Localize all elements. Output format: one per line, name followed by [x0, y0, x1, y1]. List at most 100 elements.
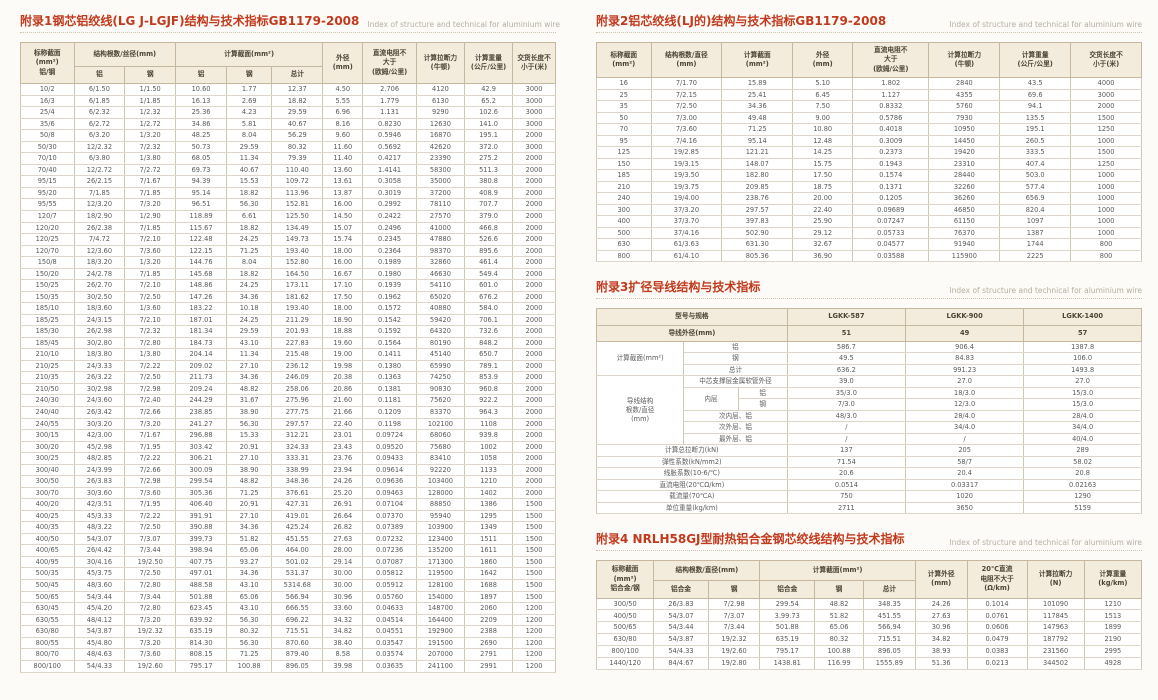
cell: / [786, 432, 906, 446]
table-cell: 33.60 [322, 602, 364, 615]
table-cell: 964.3 [463, 406, 514, 419]
table-cell: 896.05 [863, 645, 916, 658]
cell: 0.03317 [904, 478, 1025, 492]
table-cell: 1000 [1070, 180, 1142, 194]
table-cell: 1000 [1070, 192, 1142, 205]
table-row: 35 7/2.50 34.36 7.50 0.8332 5760 94.1 2000 [596, 100, 1142, 113]
col-weight: 计算重量 (公斤/公里) [463, 41, 514, 85]
table-cell: 61/4.10 [650, 249, 723, 263]
table-row: 800/70 48/4.63 7/3.60 808.15 71.25 879.40 8.58… [20, 648, 556, 661]
table-cell: 23.43 [322, 440, 364, 454]
table-row: 500 37/4.16 502.90 29.12 0.05733 76370 1387 100… [596, 226, 1142, 240]
cell: 27.0 [1023, 375, 1142, 388]
table-cell: 7/3.20 [124, 636, 177, 650]
table-cell: 83410 [415, 452, 465, 465]
table-cell: 0.5692 [362, 140, 417, 154]
table-cell: 238.85 [175, 406, 227, 419]
table-cell: 2840 [928, 77, 1001, 90]
table-cell: 1386 [463, 498, 514, 511]
table-cell: 16870 [415, 129, 465, 142]
table-cell: 210/10 [20, 348, 75, 361]
table-cell: 6/1.85 [73, 94, 126, 108]
cell: 34/4.0 [1023, 421, 1142, 434]
col-calc-steel: 钢 [813, 580, 865, 599]
table-cell: 2000 [512, 382, 556, 396]
table-cell: 7/3.44 [124, 544, 177, 557]
table-cell: 1250 [1070, 123, 1142, 136]
table-cell: 1.4141 [362, 163, 417, 177]
table-cell: 2000 [512, 163, 556, 177]
table-cell: 76370 [928, 226, 1001, 240]
table-cell: 120/70 [20, 244, 75, 258]
table-cell: 54/4.33 [73, 659, 126, 674]
table-cell: 715.51 [271, 625, 324, 638]
table-cell: 1688 [463, 578, 514, 592]
table-cell: 24/2.78 [73, 267, 126, 281]
table-cell: 238.76 [721, 192, 794, 205]
table-cell: 123400 [415, 532, 465, 546]
table-cell: 300/15 [20, 429, 75, 442]
appendix3-table: 型号与规格 LGKK-587 LGKK-900 LGKK-1400 导线外径(m… [595, 308, 1142, 515]
table-cell: 28.00 [322, 544, 364, 557]
table-cell: 960.8 [463, 382, 514, 396]
table-row: 210/10 18/3.80 1/3.80 204.14 11.34 215.48 19.0… [20, 348, 556, 361]
outer-dia-label: 导线外径(mm) [596, 324, 788, 342]
table-cell: 100.88 [225, 659, 273, 674]
table-cell: 6.45 [792, 88, 854, 102]
table-cell: 19.98 [322, 359, 364, 373]
table-cell: 116.99 [813, 656, 865, 670]
table-cell: 43.5 [999, 77, 1072, 90]
table-cell: 630/80 [20, 625, 75, 638]
table-cell: 275.96 [271, 394, 324, 407]
table-cell: 103900 [415, 521, 465, 534]
table-cell: 577.4 [999, 180, 1072, 194]
table-cell: 164400 [415, 613, 465, 627]
col-outer-dia: 外径 (mm) [322, 41, 364, 85]
table-cell: 34.36 [225, 290, 273, 304]
table-cell: 7/1.85 [124, 186, 177, 200]
table-cell: 0.2496 [362, 221, 417, 235]
col-calc-section: 计算截面 (mm²) [721, 41, 794, 79]
table-cell: 48.82 [225, 382, 273, 396]
table-cell: 147.26 [175, 290, 227, 304]
table-cell: 12.48 [792, 134, 854, 148]
cell: 84.83 [904, 352, 1025, 365]
table-cell: 0.07247 [852, 215, 930, 228]
table-cell: 601.0 [463, 279, 514, 292]
table-cell: 1/3.60 [124, 302, 177, 315]
table-cell: 48/2.85 [73, 452, 126, 465]
right-column: 附录2铝芯绞线(LJ的)结构与技术指标GB1179-2008 Index of … [595, 12, 1143, 700]
table-cell: 20.91 [225, 440, 273, 454]
table-cell: 21.60 [322, 394, 364, 407]
table-row: 1440/120 84/4.67 19/2.80 1438.81 116.99 1555.… [595, 656, 1143, 670]
table-cell: 1349 [463, 521, 514, 534]
calc-steel-label: 钢 [683, 352, 788, 365]
table-cell: 7/2.80 [124, 578, 177, 592]
table-row: 25 7/2.15 25.41 6.45 1.127 4355 69.6 3000 [596, 88, 1142, 102]
table-cell: 0.3058 [362, 175, 417, 188]
table-cell: 119500 [415, 567, 465, 580]
table-cell: 696.22 [271, 613, 324, 627]
table-cell: 630/45 [20, 602, 75, 615]
table-cell: 501.02 [271, 555, 324, 569]
table-cell: 1000 [1070, 169, 1142, 182]
table-row: 120/70 12/3.60 7/3.60 122.15 71.25 193.40 18.0… [20, 244, 556, 258]
table-cell: 0.1939 [362, 279, 417, 292]
table-cell: 297.57 [271, 417, 324, 431]
table-cell: 7/2.72 [124, 163, 177, 177]
table-cell: 2000 [512, 267, 556, 281]
table-row: 300 37/3.20 297.57 22.40 0.09689 46850 820.4 10… [596, 203, 1142, 217]
table-cell: 0.1363 [362, 371, 417, 384]
table-cell: 451.55 [863, 609, 916, 623]
table-cell: 2388 [463, 625, 514, 638]
table-cell: 1/3.20 [124, 256, 177, 269]
table-row: 300/50 26/3.83 7/2.98 299.54 48.82 348.36 24.2… [20, 475, 556, 488]
table-cell: 1500 [1070, 111, 1142, 125]
table-cell: 400/20 [20, 498, 75, 511]
table-cell: 19/2.50 [124, 555, 177, 569]
table-cell: 15.74 [322, 233, 364, 246]
table-cell: 2791 [463, 648, 514, 661]
table-cell: 1642 [463, 567, 514, 580]
col-outer-dia: 外径 (mm) [792, 41, 854, 79]
table-cell: 639.92 [175, 613, 227, 627]
